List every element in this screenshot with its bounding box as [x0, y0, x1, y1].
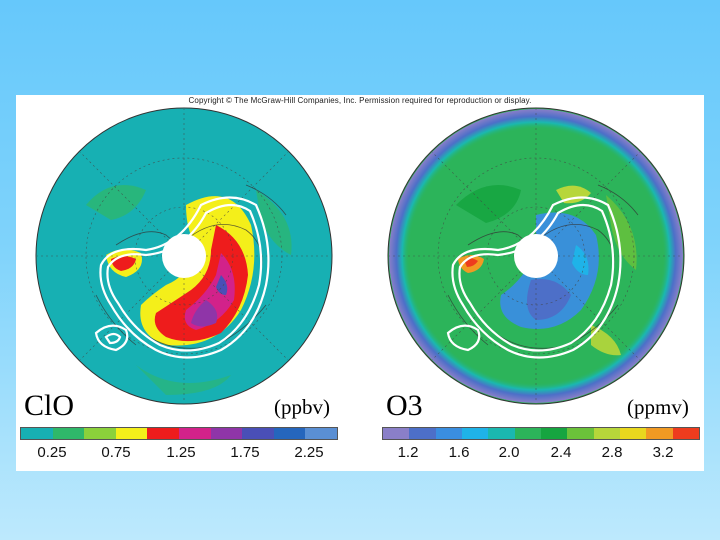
- o3-ticks: 1.2 1.6 2.0 2.4 2.8 3.2: [16, 444, 704, 464]
- polar-maps: [35, 107, 685, 405]
- o3-colorbar-segment: [514, 428, 541, 439]
- o3-colorbar-segment: [646, 428, 673, 439]
- clo-colorbar: [20, 427, 338, 440]
- o3-tick: 2.8: [601, 444, 623, 461]
- clo-map: [35, 107, 333, 405]
- o3-colorbar: [382, 427, 700, 440]
- clo-units-label: (ppbv): [274, 395, 330, 419]
- clo-species-label: ClO: [24, 389, 75, 422]
- o3-tick: 3.2: [652, 444, 674, 461]
- clo-colorbar-segment: [242, 428, 274, 439]
- clo-tick: 0.75: [101, 444, 131, 461]
- clo-colorbar-segment: [21, 428, 53, 439]
- copyright-notice: Copyright © The McGraw-Hill Companies, I…: [188, 96, 532, 105]
- o3-colorbar-segment: [619, 428, 647, 439]
- o3-units-label: (ppmv): [627, 395, 689, 419]
- o3-colorbar-segment: [488, 428, 515, 439]
- clo-colorbar-segment: [210, 428, 243, 439]
- clo-tick: 1.25: [166, 444, 196, 461]
- clo-tick: 1.75: [230, 444, 260, 461]
- o3-colorbar-segment: [672, 428, 699, 439]
- clo-tick: 0.25: [37, 444, 67, 461]
- clo-colorbar-segment: [84, 428, 116, 439]
- clo-tick: 2.25: [294, 444, 324, 461]
- clo-ticks: 0.25 0.75 1.25 1.75 2.25: [16, 444, 704, 464]
- clo-colorbar-segment: [273, 428, 306, 439]
- o3-colorbar-segment: [593, 428, 620, 439]
- o3-colorbar-segment: [409, 428, 436, 439]
- o3-tick: 1.6: [448, 444, 470, 461]
- o3-map: [387, 107, 685, 405]
- clo-colorbar-segment: [178, 428, 211, 439]
- o3-species-label: O3: [386, 389, 423, 422]
- o3-colorbar-segment: [567, 428, 594, 439]
- o3-colorbar-segment: [540, 428, 568, 439]
- o3-tick: 2.4: [550, 444, 572, 461]
- clo-colorbar-segment: [115, 428, 148, 439]
- o3-tick: 1.2: [397, 444, 419, 461]
- clo-colorbar-segment: [305, 428, 337, 439]
- o3-colorbar-segment: [461, 428, 489, 439]
- o3-colorbar-segment: [383, 428, 410, 439]
- o3-colorbar-segment: [435, 428, 462, 439]
- figure-panel: Copyright © The McGraw-Hill Companies, I…: [16, 95, 704, 471]
- o3-tick: 2.0: [498, 444, 520, 461]
- clo-colorbar-segment: [52, 428, 85, 439]
- clo-colorbar-segment: [147, 428, 179, 439]
